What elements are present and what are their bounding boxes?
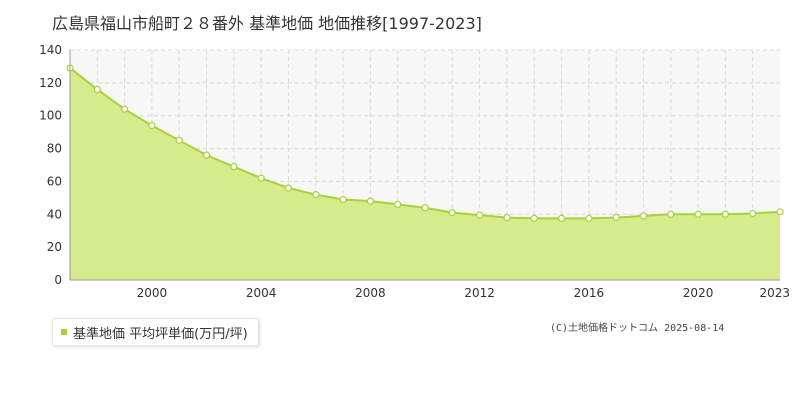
y-tick-label: 40 — [47, 207, 62, 221]
data-point — [366, 197, 374, 205]
data-point — [612, 213, 620, 222]
data-point — [776, 208, 784, 216]
data-point — [121, 105, 129, 113]
series-area — [70, 68, 780, 280]
x-tick-label: 2023 — [759, 286, 790, 300]
x-tick-label: 2000 — [137, 286, 168, 300]
data-point — [339, 195, 347, 204]
legend-label: 基準地価 平均坪単価(万円/坪) — [73, 326, 248, 342]
y-tick-label: 100 — [39, 109, 62, 123]
data-point — [476, 211, 484, 219]
data-point — [721, 210, 729, 218]
chart-title: 広島県福山市船町２８番外 基準地価 地価推移[1997-2023] — [52, 14, 482, 33]
y-tick-label: 20 — [47, 240, 62, 254]
data-point — [148, 121, 156, 130]
data-point — [312, 190, 320, 199]
x-tick-label: 2004 — [246, 286, 277, 300]
data-point — [694, 210, 702, 218]
copyright-text: (C)土地価格ドットコム 2025-08-14 — [550, 323, 725, 334]
data-point — [530, 214, 538, 222]
data-point — [557, 214, 566, 222]
data-point — [284, 184, 293, 192]
y-tick-label: 120 — [39, 76, 62, 90]
data-point — [639, 212, 648, 220]
x-tick-label: 2012 — [464, 286, 495, 300]
data-point — [202, 151, 211, 159]
data-point — [394, 200, 402, 209]
data-point — [749, 209, 757, 218]
legend-swatch — [61, 329, 67, 335]
y-tick-label: 60 — [47, 174, 62, 188]
data-point — [585, 214, 593, 222]
y-tick-label: 140 — [39, 43, 62, 57]
data-point — [448, 209, 456, 217]
x-tick-label: 2008 — [355, 286, 386, 300]
data-point — [175, 136, 183, 144]
data-point — [257, 174, 265, 182]
data-point — [503, 213, 511, 222]
x-tick-label: 2016 — [574, 286, 605, 300]
data-point — [230, 163, 238, 171]
legend: 基準地価 平均坪単価(万円/坪) — [52, 318, 259, 346]
data-point — [93, 85, 101, 94]
y-tick-label: 80 — [47, 142, 62, 156]
data-point — [421, 204, 429, 212]
x-tick-label: 2020 — [683, 286, 714, 300]
data-point — [667, 210, 675, 218]
y-tick-label: 0 — [54, 273, 62, 287]
